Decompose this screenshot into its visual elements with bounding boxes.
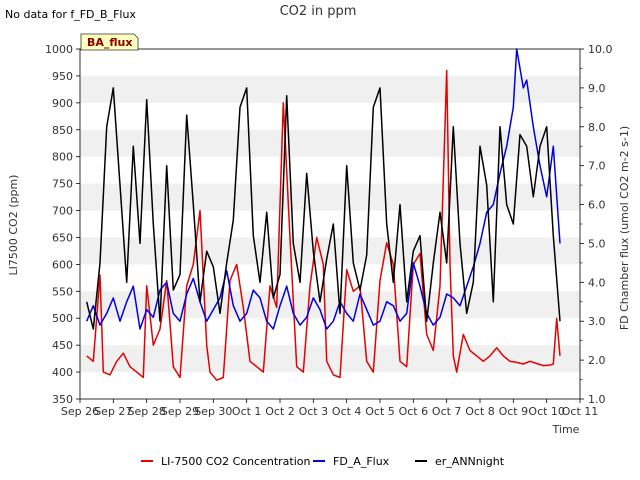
no-data-note: No data for f_FD_B_Flux (5, 8, 136, 21)
y-right-tick-label: 4.0 (588, 276, 606, 289)
y-right-tick-label: 5.0 (588, 237, 606, 250)
y-left-tick-label: 750 (52, 178, 73, 191)
y-left-tick-label: 500 (52, 312, 73, 325)
legend-label: er_ANNnight (435, 455, 505, 468)
x-tick-label: Oct 9 (499, 405, 529, 418)
x-tick-label: Oct 3 (299, 405, 329, 418)
x-tick-label: Oct 1 (232, 405, 262, 418)
y-axis-right-label: FD Chamber flux (umol CO2 m-2 s-1) (618, 126, 631, 330)
y-right-tick-label: 2.0 (588, 354, 606, 367)
background-band (80, 129, 580, 157)
y-right-tick-label: 6.0 (588, 199, 606, 212)
badge-label: BA_flux (87, 36, 132, 49)
y-axis-left: 350 400 450 500 550 600 650 700 750 800 850 900 950 1… (45, 43, 80, 406)
y-left-tick-label: 350 (52, 393, 73, 406)
x-tick-label: Sep 30 (194, 405, 232, 418)
x-tick-label: Oct 11 (562, 405, 599, 418)
x-tick-label: Sep 27 (94, 405, 132, 418)
y-left-tick-label: 550 (52, 285, 73, 298)
y-left-tick-label: 700 (52, 205, 73, 218)
background-bands (80, 75, 580, 373)
y-left-tick-label: 600 (52, 258, 73, 271)
x-tick-label: Sep 28 (128, 405, 166, 418)
ba-flux-badge: BA_flux (80, 33, 139, 51)
chart-title: CO2 in ppm (280, 4, 357, 19)
x-tick-label: Oct 8 (465, 405, 495, 418)
series-line-fd-a-flux (86, 48, 561, 330)
x-tick-label: Oct 2 (265, 405, 295, 418)
y-left-tick-label: 400 (52, 366, 73, 379)
series-line-er-annnight (85, 87, 561, 330)
x-tick-label: Oct 7 (432, 405, 462, 418)
x-tick-label: Sep 29 (161, 405, 199, 418)
x-tick-label: Oct 6 (399, 405, 429, 418)
x-axis-label: Time (552, 423, 580, 436)
y-left-tick-label: 950 (52, 70, 73, 83)
legend-label: LI-7500 CO2 Concentration (161, 455, 311, 468)
y-right-tick-label: 10.0 (588, 43, 613, 56)
y-right-tick-label: 1.0 (588, 393, 606, 406)
y-right-tick-label: 7.0 (588, 160, 606, 173)
y-left-tick-label: 450 (52, 339, 73, 352)
legend-label: FD_A_Flux (333, 455, 390, 468)
y-axis-right: 1.0 2.0 3.0 4.0 5.0 6.0 7.0 8.0 9.0 10.0 (580, 43, 613, 406)
x-tick-label: Sep 26 (61, 405, 99, 418)
legend: LI-7500 CO2 Concentration FD_A_Flux er_ANN… (141, 455, 505, 468)
background-band (80, 291, 580, 319)
y-axis-left-label: LI7500 CO2 (ppm) (7, 175, 20, 276)
y-right-tick-label: 9.0 (588, 82, 606, 95)
badge-shape (80, 33, 139, 51)
x-tick-label: Oct 4 (332, 405, 362, 418)
y-left-tick-label: 800 (52, 151, 73, 164)
y-right-tick-label: 3.0 (588, 315, 606, 328)
y-left-tick-label: 650 (52, 231, 73, 244)
x-tick-label: Oct 10 (528, 405, 565, 418)
y-left-tick-label: 900 (52, 97, 73, 110)
plot-lines (85, 48, 561, 381)
y-left-tick-label: 1000 (45, 43, 73, 56)
background-band (80, 75, 580, 103)
series-line-li-7500-co2-concentration (86, 69, 561, 381)
y-left-tick-label: 850 (52, 124, 73, 137)
y-right-tick-label: 8.0 (588, 121, 606, 134)
x-tick-label: Oct 5 (365, 405, 395, 418)
